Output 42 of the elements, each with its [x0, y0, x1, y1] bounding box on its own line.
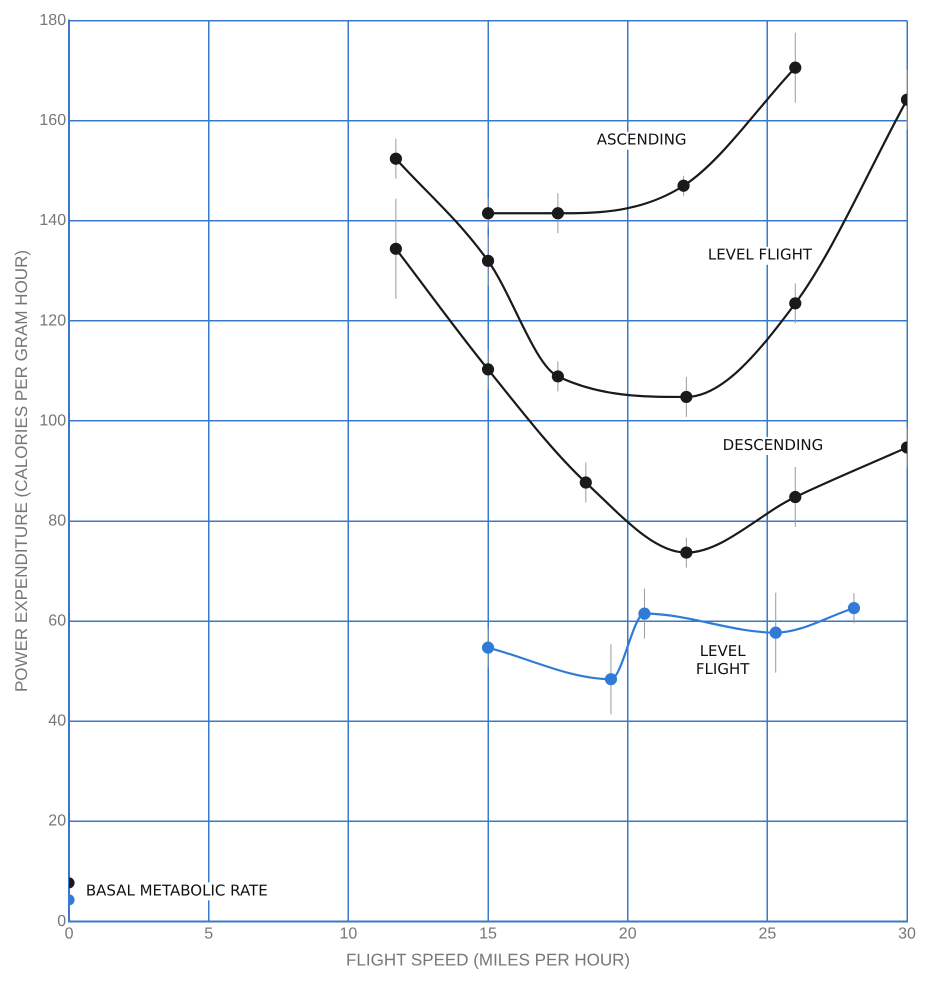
point: [580, 476, 592, 489]
point: [680, 546, 692, 559]
x-tick-label: 20: [618, 925, 637, 942]
point: [604, 673, 618, 686]
series-label: ASCENDING: [596, 130, 687, 149]
point: [552, 207, 564, 220]
point: [638, 608, 651, 620]
y-tick-label: 100: [39, 412, 66, 430]
point: [482, 363, 494, 376]
y-tick-label: 20: [48, 812, 66, 830]
x-tick-label: 15: [479, 925, 498, 942]
series-label: LEVEL FLIGHT: [708, 246, 813, 264]
y-tick-label: 180: [39, 12, 66, 30]
y-tick-label: 140: [39, 212, 66, 230]
y-tick-label: 40: [48, 712, 66, 730]
point: [789, 62, 802, 74]
series-label: DESCENDING: [722, 436, 824, 454]
point: [390, 152, 402, 165]
point: [848, 602, 860, 614]
point: [482, 642, 494, 654]
point: [390, 242, 402, 255]
point: [789, 297, 802, 310]
y-tick-label: 60: [48, 612, 66, 630]
y-tick-label: 120: [39, 312, 66, 330]
x-tick-label: 25: [758, 925, 776, 942]
x-tick-label: 5: [204, 925, 214, 942]
point: [552, 370, 564, 383]
point: [789, 490, 802, 504]
x-axis-title: FLIGHT SPEED (MILES PER HOUR): [346, 950, 630, 970]
series-label: BASAL METABOLIC RATE: [86, 881, 268, 900]
point: [482, 207, 494, 220]
y-axis-title: POWER EXPENDITURE (CALORIES PER GRAM HOUR): [12, 250, 31, 692]
y-tick-label: 0: [57, 912, 66, 930]
point: [680, 390, 692, 404]
point: [677, 180, 690, 192]
point: [770, 626, 782, 639]
point: [482, 254, 494, 267]
x-tick-label: 10: [340, 925, 358, 942]
y-tick-label: 80: [48, 512, 66, 530]
series-label: LEVEL FLIGHT: [696, 642, 750, 678]
y-tick-label: 160: [39, 112, 66, 130]
x-tick-label: 30: [898, 925, 916, 942]
